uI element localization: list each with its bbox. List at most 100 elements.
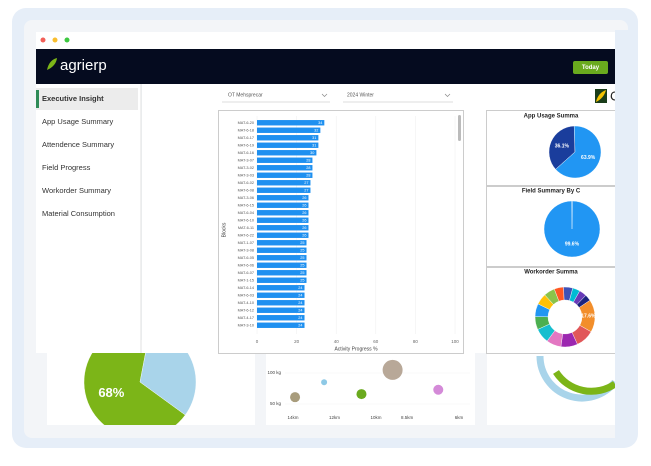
scrollbar[interactable] xyxy=(458,115,461,141)
bar-label: 25 xyxy=(300,256,304,260)
y-tick-label: MAT-6-14 xyxy=(238,286,254,290)
chart-title: App Usage Summa xyxy=(524,114,579,120)
chart-title: Field Summary By C xyxy=(522,189,581,195)
bar-label: 25 xyxy=(300,271,304,275)
today-button[interactable] xyxy=(573,61,608,74)
x-tick-label: 40 xyxy=(334,339,340,344)
today-label[interactable]: Today xyxy=(582,65,600,71)
y-tick-label: MAT-3-02 xyxy=(238,166,254,170)
scatter-point xyxy=(382,359,403,380)
y-tick-label: MAT-6-12 xyxy=(238,308,254,312)
bar-label: 25 xyxy=(300,241,304,245)
chart-title: Workorder Summa xyxy=(524,270,578,276)
pie: 99.6% Field Summary By C xyxy=(522,189,601,258)
bar xyxy=(257,120,325,126)
bar-label: 24 xyxy=(298,316,302,320)
bar xyxy=(257,135,319,141)
bar xyxy=(257,217,309,223)
sidebar-item[interactable]: Executive Insight xyxy=(42,94,104,103)
bar-label: 31 xyxy=(312,143,316,147)
bar-label: 27 xyxy=(304,188,308,192)
y-tick-label: MAT-6-02 xyxy=(238,181,254,185)
y-tick-label: MAT-1-15 xyxy=(238,278,254,282)
dot xyxy=(52,37,58,43)
bar xyxy=(257,300,305,306)
y-tick-label: MAT-3-10 xyxy=(238,323,254,327)
bar xyxy=(257,315,305,321)
bar-label: 26 xyxy=(302,203,306,207)
pie-slice xyxy=(139,353,197,416)
y-tick-label: MAT-6-05 xyxy=(238,256,254,260)
bar-label: 25 xyxy=(300,263,304,267)
x-tick-label: 6km xyxy=(455,415,464,420)
sidebar xyxy=(36,84,141,353)
bar xyxy=(257,187,311,193)
sidebar-item[interactable]: Field Progress xyxy=(42,163,91,172)
y-tick-label: MAT-3-06 xyxy=(238,196,254,200)
bar-label: 34 xyxy=(318,121,322,125)
x-tick-label: 12km xyxy=(329,415,340,420)
bar xyxy=(257,270,307,276)
bar xyxy=(257,127,321,133)
bar-label: 24 xyxy=(298,308,302,312)
bar-label: 28 xyxy=(306,158,310,162)
y-tick-label: MAT-6-03 xyxy=(238,293,254,297)
pie-label: 17.6% xyxy=(581,313,596,319)
header xyxy=(36,49,615,84)
bar xyxy=(257,232,309,238)
x-axis-label: Activity Progress % xyxy=(334,346,378,352)
bar-label: 26 xyxy=(302,226,306,230)
y-tick-label: MAT-6-20 xyxy=(238,121,254,125)
sidebar-item[interactable]: App Usage Summary xyxy=(42,117,114,126)
filter[interactable]: OT Mehsprecar xyxy=(228,92,263,98)
scatter-point xyxy=(290,392,301,403)
x-tick-label: 60 xyxy=(373,339,379,344)
bar-label: 28 xyxy=(306,166,310,170)
pie-slice xyxy=(555,125,602,179)
y-axis-label: Blocks xyxy=(221,222,227,237)
x-tick-label: 8.5km xyxy=(401,415,414,420)
x-tick-label: 10km xyxy=(370,415,381,420)
bar-label: 30 xyxy=(310,151,314,155)
bar-label: 31 xyxy=(312,136,316,140)
bar xyxy=(257,322,305,328)
bar xyxy=(257,180,311,186)
bar-label: 26 xyxy=(302,218,306,222)
x-tick-label: 80 xyxy=(413,339,419,344)
bar-label: 26 xyxy=(302,196,306,200)
pie: 17.6% Workorder Summa xyxy=(524,270,596,348)
sidebar-item[interactable]: Attendence Summary xyxy=(42,140,114,149)
y-tick-label: MAT-6-18 xyxy=(238,128,254,132)
y-tick-label: MAT-6-16 xyxy=(238,151,254,155)
y-tick-label: MAT-6-04 xyxy=(238,211,254,215)
pie-slice xyxy=(543,200,601,258)
frame-edge xyxy=(615,30,635,440)
sidebar-item[interactable]: Material Consumption xyxy=(42,209,115,218)
pie: 36.1% 63.9% App Usage Summa xyxy=(524,114,602,179)
pie-label: 63.9% xyxy=(581,155,596,161)
partial-donut xyxy=(553,369,617,395)
sidebar-item[interactable]: Workorder Summary xyxy=(42,186,111,195)
scatter-point xyxy=(356,389,367,400)
chevron xyxy=(444,93,451,97)
title-bar xyxy=(36,32,615,49)
bar-label: 32 xyxy=(314,128,318,132)
filter[interactable]: 2024 Winter xyxy=(347,92,374,98)
scatter-point xyxy=(433,384,444,395)
bar xyxy=(257,157,313,163)
bar-label: 27 xyxy=(304,181,308,185)
y-tick-label: MAT-4-10 xyxy=(238,301,254,305)
pie-slice xyxy=(83,353,186,425)
y-tick-label: MAT-6-11 xyxy=(238,226,254,230)
active-item-bg xyxy=(36,88,138,110)
pie-label: 68% xyxy=(98,385,124,400)
bar xyxy=(257,210,309,216)
y-tick-label: MAT-6-10 xyxy=(238,218,254,222)
logo-icon xyxy=(47,58,57,70)
y-tick-label: MAT-3-07 xyxy=(238,158,254,162)
dot xyxy=(64,37,70,43)
y-tick-label: MAT-6-08 xyxy=(238,188,254,192)
y-tick-label: MAT-3-08 xyxy=(238,248,254,252)
bar-label: 24 xyxy=(298,286,302,290)
